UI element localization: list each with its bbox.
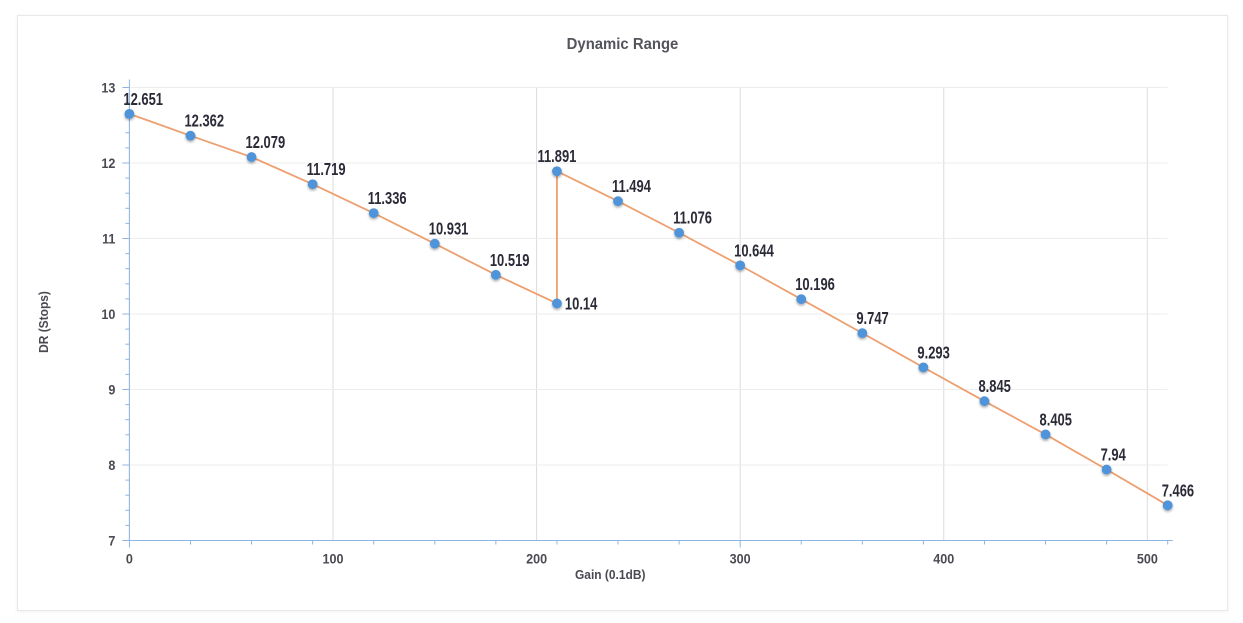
svg-text:12.079: 12.079 xyxy=(246,133,286,153)
svg-text:0: 0 xyxy=(126,551,133,567)
svg-text:12.362: 12.362 xyxy=(184,112,224,132)
svg-text:10.644: 10.644 xyxy=(734,241,774,261)
svg-text:8.845: 8.845 xyxy=(978,377,1011,397)
svg-text:300: 300 xyxy=(730,551,751,567)
svg-text:11.891: 11.891 xyxy=(537,147,576,167)
svg-text:100: 100 xyxy=(322,551,343,567)
svg-text:11.719: 11.719 xyxy=(307,160,346,180)
svg-text:11.494: 11.494 xyxy=(612,177,651,197)
svg-text:10.519: 10.519 xyxy=(490,251,530,271)
svg-text:500: 500 xyxy=(1137,551,1158,567)
svg-text:7: 7 xyxy=(108,533,115,549)
svg-text:400: 400 xyxy=(933,551,954,567)
svg-text:10.196: 10.196 xyxy=(795,275,835,295)
svg-text:7.94: 7.94 xyxy=(1101,446,1126,466)
svg-text:11: 11 xyxy=(102,231,116,247)
svg-text:11.076: 11.076 xyxy=(673,209,712,229)
svg-text:7.466: 7.466 xyxy=(1162,481,1195,501)
svg-text:10.14: 10.14 xyxy=(565,295,598,315)
svg-text:10.931: 10.931 xyxy=(429,220,469,240)
svg-text:8: 8 xyxy=(108,457,115,473)
svg-text:13: 13 xyxy=(101,80,115,96)
svg-text:9: 9 xyxy=(108,382,115,398)
svg-text:8.405: 8.405 xyxy=(1040,411,1073,431)
svg-text:10: 10 xyxy=(101,306,115,322)
svg-text:11.336: 11.336 xyxy=(368,189,407,209)
svg-text:12: 12 xyxy=(101,155,115,171)
svg-text:9.293: 9.293 xyxy=(917,343,950,363)
svg-text:12.651: 12.651 xyxy=(123,90,163,110)
svg-text:200: 200 xyxy=(526,551,547,567)
svg-text:9.747: 9.747 xyxy=(856,309,889,329)
